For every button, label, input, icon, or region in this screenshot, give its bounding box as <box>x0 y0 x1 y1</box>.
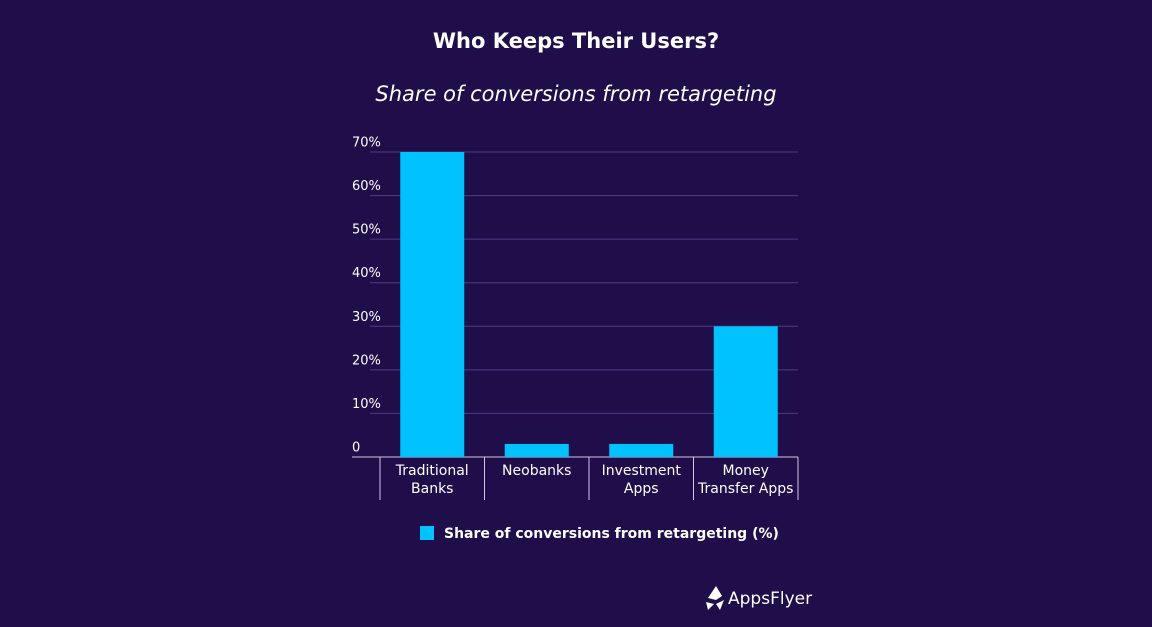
x-tick-label: Money Transfer Apps <box>698 463 794 497</box>
bar <box>400 152 465 457</box>
x-tick-label: Traditional Banks <box>395 463 469 497</box>
chart-subtitle: Share of conversions from retargeting <box>375 82 776 106</box>
chart-title: Who Keeps Their Users? <box>433 29 719 53</box>
y-tick-label: 60% <box>352 179 381 194</box>
legend-swatch <box>420 526 434 540</box>
y-tick-label: 20% <box>352 353 381 368</box>
y-tick-label: 10% <box>352 397 381 412</box>
logo: AppsFlyer <box>706 586 812 610</box>
logo-icon <box>706 586 724 610</box>
x-tick-label: Investment Apps <box>601 463 681 497</box>
y-tick-label: 40% <box>352 266 381 281</box>
bar <box>609 443 674 457</box>
y-tick-label: 50% <box>352 223 381 238</box>
y-tick-label: 0 <box>352 441 360 456</box>
y-tick-label: 30% <box>352 310 381 325</box>
bar <box>504 443 569 457</box>
logo-text: AppsFlyer <box>728 589 812 609</box>
legend-label: Share of conversions from retargeting (%… <box>444 526 779 542</box>
y-tick-label: 70% <box>352 136 381 151</box>
bar <box>713 326 778 457</box>
x-tick-label: Neobanks <box>502 463 572 479</box>
